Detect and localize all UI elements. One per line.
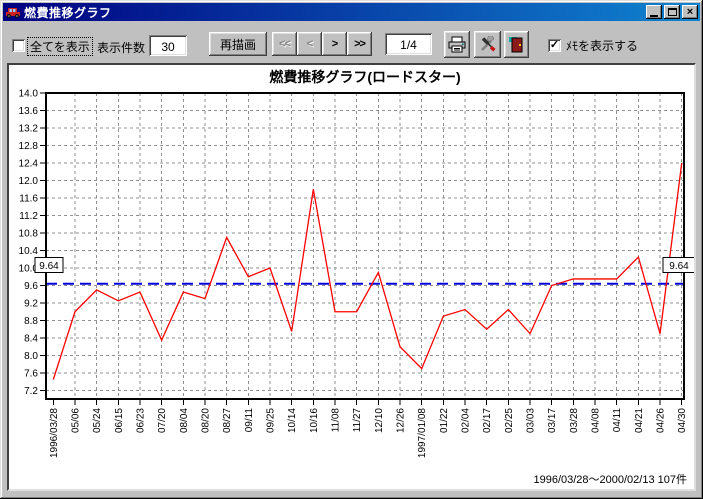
maximize-icon	[667, 8, 677, 16]
x-tick-label: 08/27	[222, 408, 233, 433]
y-tick-label: 8.4	[24, 334, 38, 345]
window-title: 燃費推移グラフ	[24, 5, 112, 20]
show-all-label[interactable]: 全てを表示	[27, 37, 93, 56]
y-tick-label: 11.2	[19, 211, 38, 222]
x-tick-label: 11/27	[352, 408, 363, 433]
y-tick-label: 10.8	[19, 229, 39, 240]
memo-label: ﾒﾓを表示する	[566, 39, 639, 53]
maximize-button[interactable]	[664, 5, 680, 19]
y-tick-label: 13.6	[19, 106, 39, 117]
x-tick-label: 04/26	[656, 408, 667, 433]
nav-last-button[interactable]: >>	[347, 32, 372, 56]
reference-label: 9.64	[39, 261, 59, 272]
x-tick-label: 06/23	[135, 408, 146, 433]
x-tick-label: 04/21	[634, 408, 645, 433]
x-tick-label: 10/14	[287, 408, 298, 433]
print-button[interactable]	[444, 31, 470, 58]
x-tick-label: 08/04	[179, 408, 190, 433]
nav-first-button[interactable]: <<	[272, 32, 297, 56]
x-tick-label: 07/20	[157, 408, 168, 433]
x-tick-label: 06/15	[114, 408, 125, 433]
y-tick-label: 12.8	[19, 141, 39, 152]
x-tick-label: 09/11	[244, 408, 255, 433]
x-tick-label: 05/24	[92, 408, 103, 433]
x-tick-label: 05/06	[70, 408, 81, 433]
chart-panel: 14.0 13.6 13.2 12.8 12.4 12.0 11.6 11.2 10.8 10.4…	[7, 63, 696, 491]
y-tick-label: 12.0	[19, 176, 39, 187]
show-all-checkbox[interactable]	[12, 39, 25, 52]
y-tick-label: 11.6	[19, 194, 38, 205]
count-input[interactable]	[149, 35, 187, 56]
chart-svg: 14.0 13.6 13.2 12.8 12.4 12.0 11.6 11.2 10.8 10.4…	[19, 69, 696, 486]
title-bar[interactable]: 燃費推移グラフ ×	[3, 3, 700, 21]
settings-button[interactable]	[474, 31, 501, 58]
y-tick-label: 8.0	[24, 351, 38, 362]
redraw-button[interactable]: 再描画	[209, 32, 267, 56]
x-tick-label: 01/22	[439, 408, 450, 433]
x-tick-label: 02/25	[504, 408, 515, 433]
count-label: 表示件数	[97, 41, 146, 55]
y-tick-label: 8.8	[24, 316, 38, 327]
y-tick-label: 10.4	[19, 246, 39, 257]
exit-button[interactable]	[504, 31, 529, 58]
nav-prev-button[interactable]: <	[297, 32, 322, 56]
x-tick-label: 10/16	[309, 408, 320, 433]
y-tick-label: 9.6	[24, 281, 38, 292]
x-tick-label: 03/28	[569, 408, 580, 433]
x-tick-label: 1997/01/08	[417, 408, 428, 458]
memo-checkbox[interactable]: ✓	[548, 39, 561, 52]
chart-footer: 1996/03/28〜2000/02/13 107件	[533, 473, 687, 486]
chart-title: 燃費推移グラフ(ロードスター)	[269, 69, 460, 85]
x-tick-label: 04/30	[677, 408, 688, 433]
x-tick-label: 12/26	[396, 408, 407, 433]
reference-label: 9.64	[669, 261, 689, 272]
reference-label-box	[34, 256, 64, 273]
y-tick-label: 13.2	[19, 124, 39, 135]
x-tick-label: 04/08	[591, 408, 602, 433]
close-icon: ×	[686, 6, 694, 18]
minimize-button[interactable]	[646, 5, 662, 19]
x-tick-label: 12/10	[374, 408, 385, 433]
plot-frame	[45, 92, 685, 400]
x-tick-label: 1996/03/28	[49, 408, 60, 458]
x-tick-label: 08/20	[200, 408, 211, 433]
x-tick-label: 04/11	[612, 408, 623, 433]
x-tick-label: 02/17	[482, 408, 493, 433]
exit-door-icon	[508, 36, 522, 52]
x-tick-label: 02/04	[461, 408, 472, 433]
minimize-icon	[650, 15, 658, 17]
y-tick-label: 14.0	[19, 89, 39, 100]
x-tick-label: 09/25	[266, 408, 277, 433]
x-tick-label: 03/17	[547, 408, 558, 433]
close-button[interactable]: ×	[682, 5, 698, 19]
x-tick-label: 03/03	[526, 408, 537, 433]
y-tick-label: 7.6	[24, 369, 38, 380]
tools-icon	[480, 35, 496, 51]
y-tick-label: 7.2	[24, 386, 38, 397]
series-line	[52, 162, 683, 380]
y-tick-label: 9.2	[24, 299, 38, 310]
car-icon	[6, 8, 20, 18]
y-tick-label: 12.4	[19, 159, 39, 170]
nav-next-button[interactable]: >	[322, 32, 347, 56]
page-indicator-input[interactable]	[385, 33, 432, 55]
x-tick-label: 11/08	[331, 408, 342, 433]
printer-icon	[448, 36, 466, 52]
y-tick-label: 10.0	[19, 264, 39, 275]
